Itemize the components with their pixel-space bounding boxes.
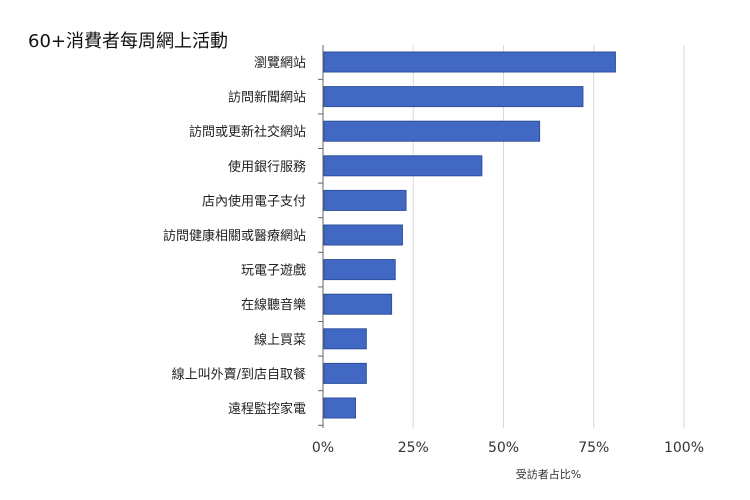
category-label: 瀏覽網站 — [254, 56, 306, 71]
x-axis-title: 受訪者占比% — [516, 467, 581, 481]
x-tick-label: 25% — [398, 440, 429, 456]
tick-layer: 0% 25% 50% 75% 100% — [312, 440, 704, 456]
bar — [323, 362, 367, 384]
category-label: 訪問健康相關或醫療網站 — [163, 228, 306, 244]
category-label: 在線聽音樂 — [241, 297, 306, 313]
bar — [323, 155, 483, 177]
bar — [323, 259, 396, 281]
bar — [323, 189, 407, 211]
bar — [323, 51, 616, 73]
category-label: 店內使用電子支付 — [202, 193, 306, 209]
category-label: 線上買菜 — [254, 332, 306, 348]
x-tick-label: 0% — [312, 440, 334, 456]
bar — [323, 86, 584, 108]
category-label: 訪問新聞網站 — [228, 90, 306, 106]
bar — [323, 397, 356, 419]
bar — [323, 224, 403, 246]
category-label: 遠程監控家電 — [228, 401, 306, 417]
x-tick-label: 100% — [664, 440, 704, 456]
category-label: 線上叫外賣/到店自取餐 — [172, 366, 306, 382]
label-layer: 瀏覽網站訪問新聞網站訪問或更新社交網站使用銀行服務店內使用電子支付訪問健康相關或… — [163, 56, 306, 417]
bar — [323, 328, 367, 350]
category-label: 使用銀行服務 — [228, 159, 306, 175]
x-tick-label: 75% — [578, 440, 609, 456]
chart-title: 60+消費者每周網上活動 — [28, 31, 228, 52]
bar — [323, 293, 393, 315]
category-label: 玩電子遊戲 — [241, 264, 306, 279]
bar-layer — [323, 51, 616, 419]
x-tick-label: 50% — [488, 440, 519, 456]
category-label: 訪問或更新社交網站 — [189, 124, 306, 140]
bar — [323, 120, 541, 142]
grid-layer — [318, 45, 685, 428]
